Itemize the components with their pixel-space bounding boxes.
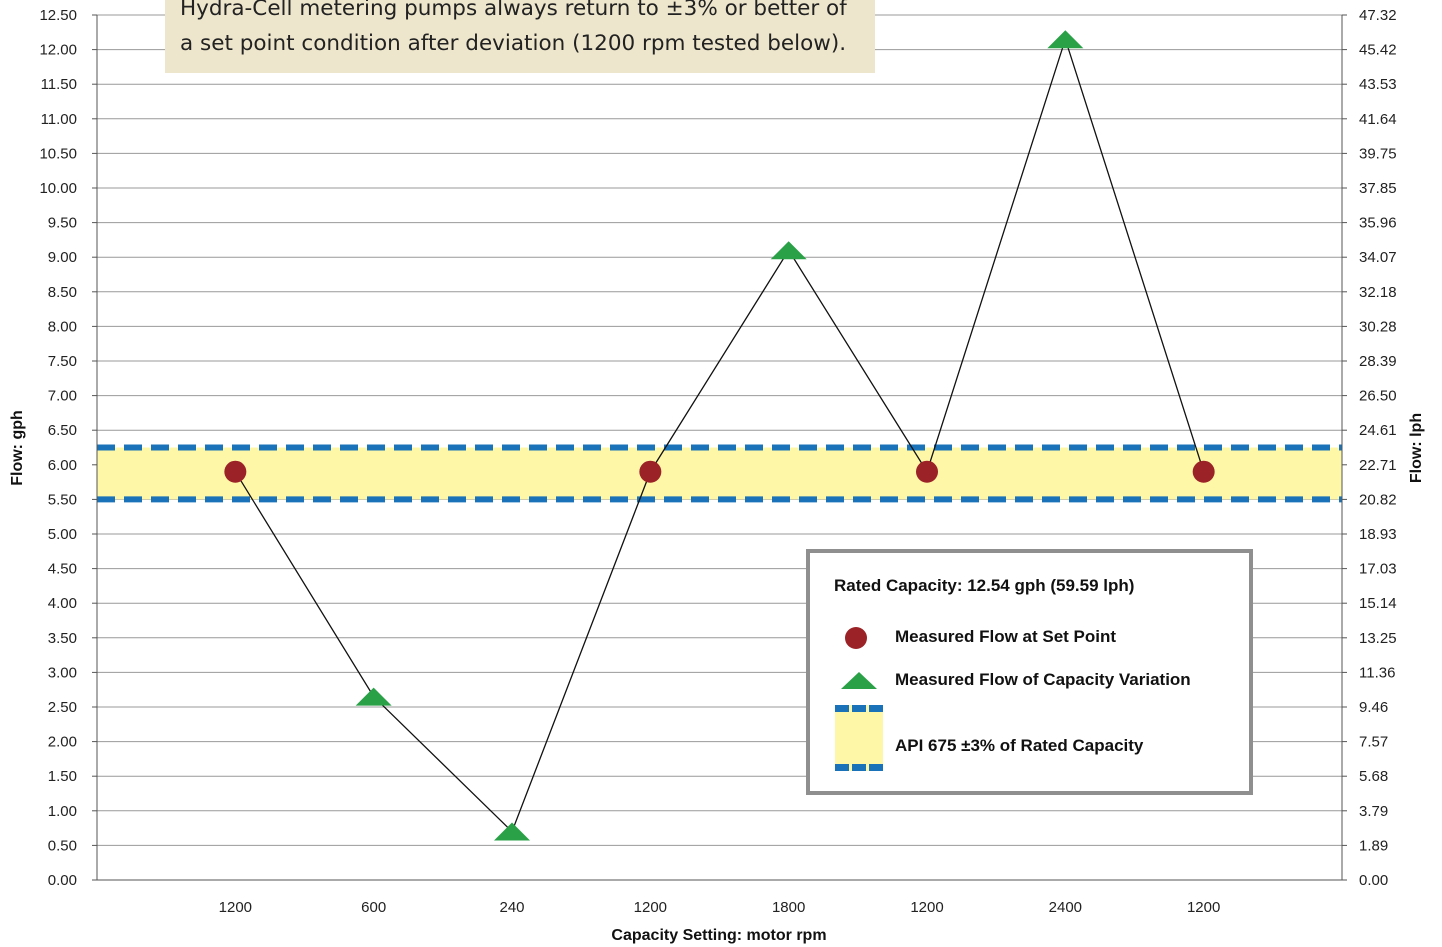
band-fill (97, 447, 1342, 500)
y2-tick-label: 26.50 (1359, 388, 1397, 405)
legend-label-set-point: Measured Flow at Set Point (895, 627, 1117, 646)
y2-axis-title: Flow: lph (1408, 413, 1425, 483)
y2-tick-label: 18.93 (1359, 526, 1397, 543)
data-points (224, 30, 1215, 841)
legend: Rated Capacity: 12.54 gph (59.59 lph) Me… (806, 549, 1253, 795)
y2-tick-label: 45.42 (1359, 42, 1397, 59)
y2-tick-label: 32.18 (1359, 284, 1397, 301)
band-swatch-top-dash (835, 705, 883, 712)
y2-axis-ticks: 0.00 1.89 3.79 5.68 7.57 9.46 11.36 13.25 15.14 1… (1359, 7, 1397, 889)
triangle-marker-icon (841, 672, 877, 689)
y-tick-label: 11.50 (41, 76, 77, 93)
y2-tick-label: 15.14 (1359, 595, 1397, 612)
axes (92, 14, 1347, 881)
y-tick-label: 0.50 (48, 837, 77, 854)
x-tick-label: 1200 (1187, 899, 1220, 916)
x-tick-label: 1800 (772, 899, 805, 916)
y2-tick-label: 1.89 (1359, 837, 1388, 854)
y-tick-label: 4.50 (48, 561, 77, 578)
legend-label-variation: Measured Flow of Capacity Variation (895, 670, 1191, 689)
y2-tick-label: 34.07 (1359, 249, 1397, 266)
y2-tick-label: 9.46 (1359, 699, 1388, 716)
y2-tick-label: 28.39 (1359, 353, 1397, 370)
y2-tick-label: 24.61 (1359, 422, 1397, 439)
y-tick-label: 10.50 (39, 145, 77, 162)
y2-tick-label: 41.64 (1359, 111, 1397, 128)
band-swatch-bottom-dash (835, 764, 883, 771)
y-tick-label: 5.50 (48, 491, 77, 508)
y-tick-label: 4.00 (48, 595, 77, 612)
y2-tick-label: 3.79 (1359, 803, 1388, 820)
set-point-marker (224, 460, 247, 483)
y-tick-label: 1.00 (48, 803, 77, 820)
y-axis-title: Flow: gph (9, 410, 26, 486)
set-point-marker (916, 460, 938, 483)
series-line (234, 37, 1205, 833)
legend-title: Rated Capacity: 12.54 gph (59.59 lph) (834, 576, 1135, 595)
x-tick-label: 1200 (910, 899, 943, 916)
y2-tick-label: 37.85 (1359, 180, 1397, 197)
y2-tick-label: 20.82 (1359, 491, 1397, 508)
y-tick-label: 12.50 (39, 7, 77, 24)
set-point-marker (1192, 460, 1215, 483)
y-tick-label: 6.00 (48, 457, 77, 474)
y-tick-label: 7.50 (48, 353, 77, 370)
x-tick-label: 1200 (634, 899, 667, 916)
y-tick-label: 2.50 (48, 699, 77, 716)
y-axis-ticks: 0.00 0.50 1.00 1.50 2.00 2.50 3.00 3.50 4.00 4.50… (39, 7, 77, 889)
y2-tick-label: 17.03 (1359, 561, 1397, 578)
legend-item-variation: Measured Flow of Capacity Variation (810, 666, 1249, 696)
y-tick-label: 2.00 (48, 734, 77, 751)
api675-band (97, 444, 1342, 503)
y-tick-label: 8.00 (48, 318, 77, 335)
y-tick-label: 3.50 (48, 630, 77, 647)
variation-marker (355, 687, 392, 706)
y2-tick-label: 47.32 (1359, 7, 1397, 24)
y-tick-label: 6.50 (48, 422, 77, 439)
y2-tick-label: 13.25 (1359, 630, 1397, 647)
y-tick-label: 9.00 (48, 249, 77, 266)
variation-marker (770, 241, 807, 260)
variation-marker (1047, 30, 1084, 49)
legend-item-band: API 675 ±3% of Rated Capacity (810, 732, 1249, 762)
y2-tick-label: 22.71 (1359, 457, 1397, 474)
variation-marker (494, 822, 530, 841)
y2-tick-label: 43.53 (1359, 76, 1397, 93)
y-tick-label: 8.50 (48, 284, 77, 301)
series-polyline (234, 37, 1205, 833)
callout-line-2: a set point condition after deviation (1… (180, 31, 847, 56)
set-point-marker (639, 460, 662, 483)
x-tick-label: 1200 (219, 899, 252, 916)
y-tick-label: 5.00 (48, 526, 77, 543)
y2-tick-label: 30.28 (1359, 318, 1397, 335)
callout-note: Hydra-Cell metering pumps always return … (165, 0, 875, 73)
x-tick-label: 600 (361, 899, 386, 916)
legend-item-set-point: Measured Flow at Set Point (810, 623, 1249, 653)
y-tick-label: 1.50 (48, 768, 77, 785)
y2-tick-label: 11.36 (1359, 664, 1395, 681)
y-tick-label: 12.00 (39, 42, 77, 59)
y-tick-label: 9.50 (48, 215, 77, 232)
x-tick-label: 240 (499, 899, 524, 916)
x-tick-label: 2400 (1049, 899, 1082, 916)
y2-tick-label: 0.00 (1359, 872, 1388, 889)
legend-label-band: API 675 ±3% of Rated Capacity (895, 736, 1144, 755)
y2-tick-label: 7.57 (1359, 734, 1388, 751)
y-tick-label: 7.00 (48, 388, 77, 405)
callout-line-1: Hydra-Cell metering pumps always return … (180, 0, 847, 21)
y2-tick-label: 5.68 (1359, 768, 1388, 785)
x-axis-ticks: 1200 600 240 1200 1800 1200 2400 1200 (219, 899, 1221, 916)
y-tick-label: 10.00 (39, 180, 77, 197)
circle-marker-icon (845, 627, 867, 649)
y-tick-label: 3.00 (48, 664, 77, 681)
y2-tick-label: 35.96 (1359, 215, 1397, 232)
band-swatch-icon (835, 705, 883, 771)
y2-tick-label: 39.75 (1359, 145, 1397, 162)
y-tick-label: 0.00 (48, 872, 77, 889)
x-axis-title: Capacity Setting: motor rpm (611, 927, 826, 944)
y-tick-label: 11.00 (41, 111, 77, 128)
